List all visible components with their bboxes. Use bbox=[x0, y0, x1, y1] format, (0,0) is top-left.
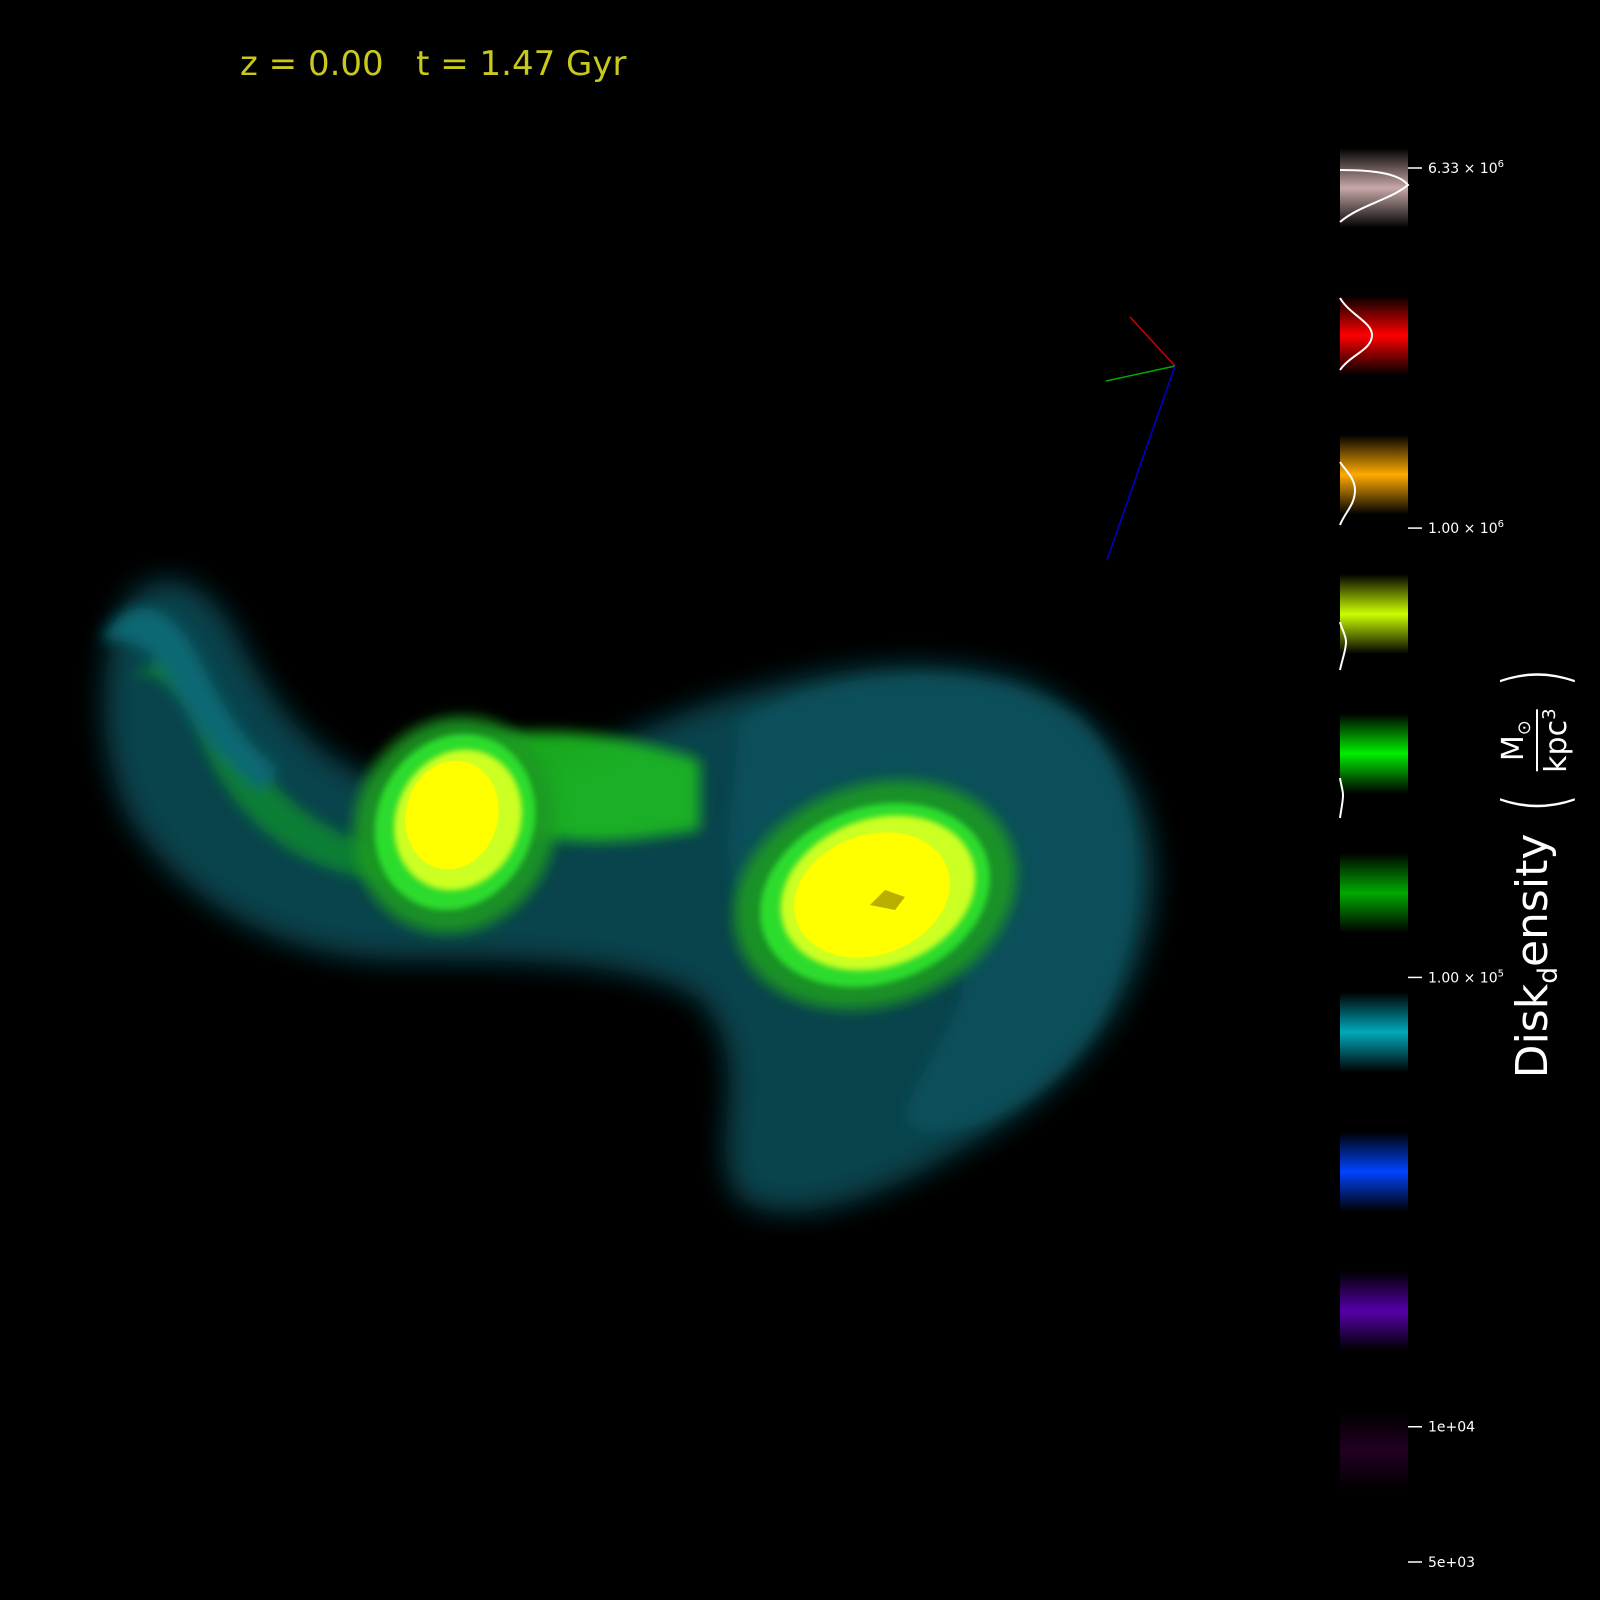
colorbar-band-red bbox=[1340, 295, 1408, 376]
right-paren: ) bbox=[1486, 668, 1584, 688]
galaxy-left bbox=[353, 716, 557, 934]
tidal-arm-left bbox=[100, 607, 420, 880]
colorbar-tick-label: 1.00 × 105 bbox=[1428, 968, 1504, 986]
axis-z-line bbox=[1106, 365, 1176, 561]
galaxy-right bbox=[733, 780, 1017, 1010]
orientation-axes bbox=[1105, 316, 1176, 561]
colorbar-tick-label: 1.00 × 106 bbox=[1428, 519, 1504, 537]
colorbar-tick-label: 1e+04 bbox=[1428, 1420, 1475, 1436]
galaxy-pair bbox=[100, 580, 1155, 1212]
axis-x-line bbox=[1129, 316, 1176, 367]
time-text: t = 1.47 Gyr bbox=[416, 44, 627, 84]
field-name: Diskdensity bbox=[1506, 833, 1564, 1079]
axis-y-line bbox=[1105, 365, 1176, 382]
colorbar-band-dark-green bbox=[1340, 852, 1408, 933]
unit-fraction: M⊙ kpc3 bbox=[1495, 708, 1575, 773]
unit-denominator: kpc3 bbox=[1539, 708, 1575, 773]
redshift-text: z = 0.00 bbox=[240, 44, 384, 84]
colorbar-band-teal bbox=[1340, 992, 1408, 1073]
colorbar-tick-label: 5e+03 bbox=[1428, 1555, 1475, 1571]
colorbar-band-purple bbox=[1340, 1271, 1408, 1352]
colorbar-band-yellow-green bbox=[1340, 574, 1408, 655]
colorbar-band-dark-violet bbox=[1340, 1410, 1408, 1491]
colorbar-band-blue bbox=[1340, 1131, 1408, 1212]
colorbar-label: Diskdensity ( M⊙ kpc3 ) bbox=[1480, 660, 1590, 1080]
left-paren: ( bbox=[1486, 793, 1584, 814]
transfer-function-curve bbox=[1339, 169, 1410, 819]
unit-numerator: M⊙ bbox=[1495, 720, 1535, 762]
colorbar: 6.33 × 106 1.00 × 106 1.00 × 105 1e+04 5e+03 bbox=[1339, 148, 1504, 1571]
colorbar-band-orange bbox=[1340, 434, 1408, 515]
colorbar-tick-label: 6.33 × 106 bbox=[1428, 159, 1504, 177]
colorbar-band-green bbox=[1340, 713, 1408, 794]
header-label: z = 0.00 t = 1.47 Gyr bbox=[240, 44, 627, 84]
